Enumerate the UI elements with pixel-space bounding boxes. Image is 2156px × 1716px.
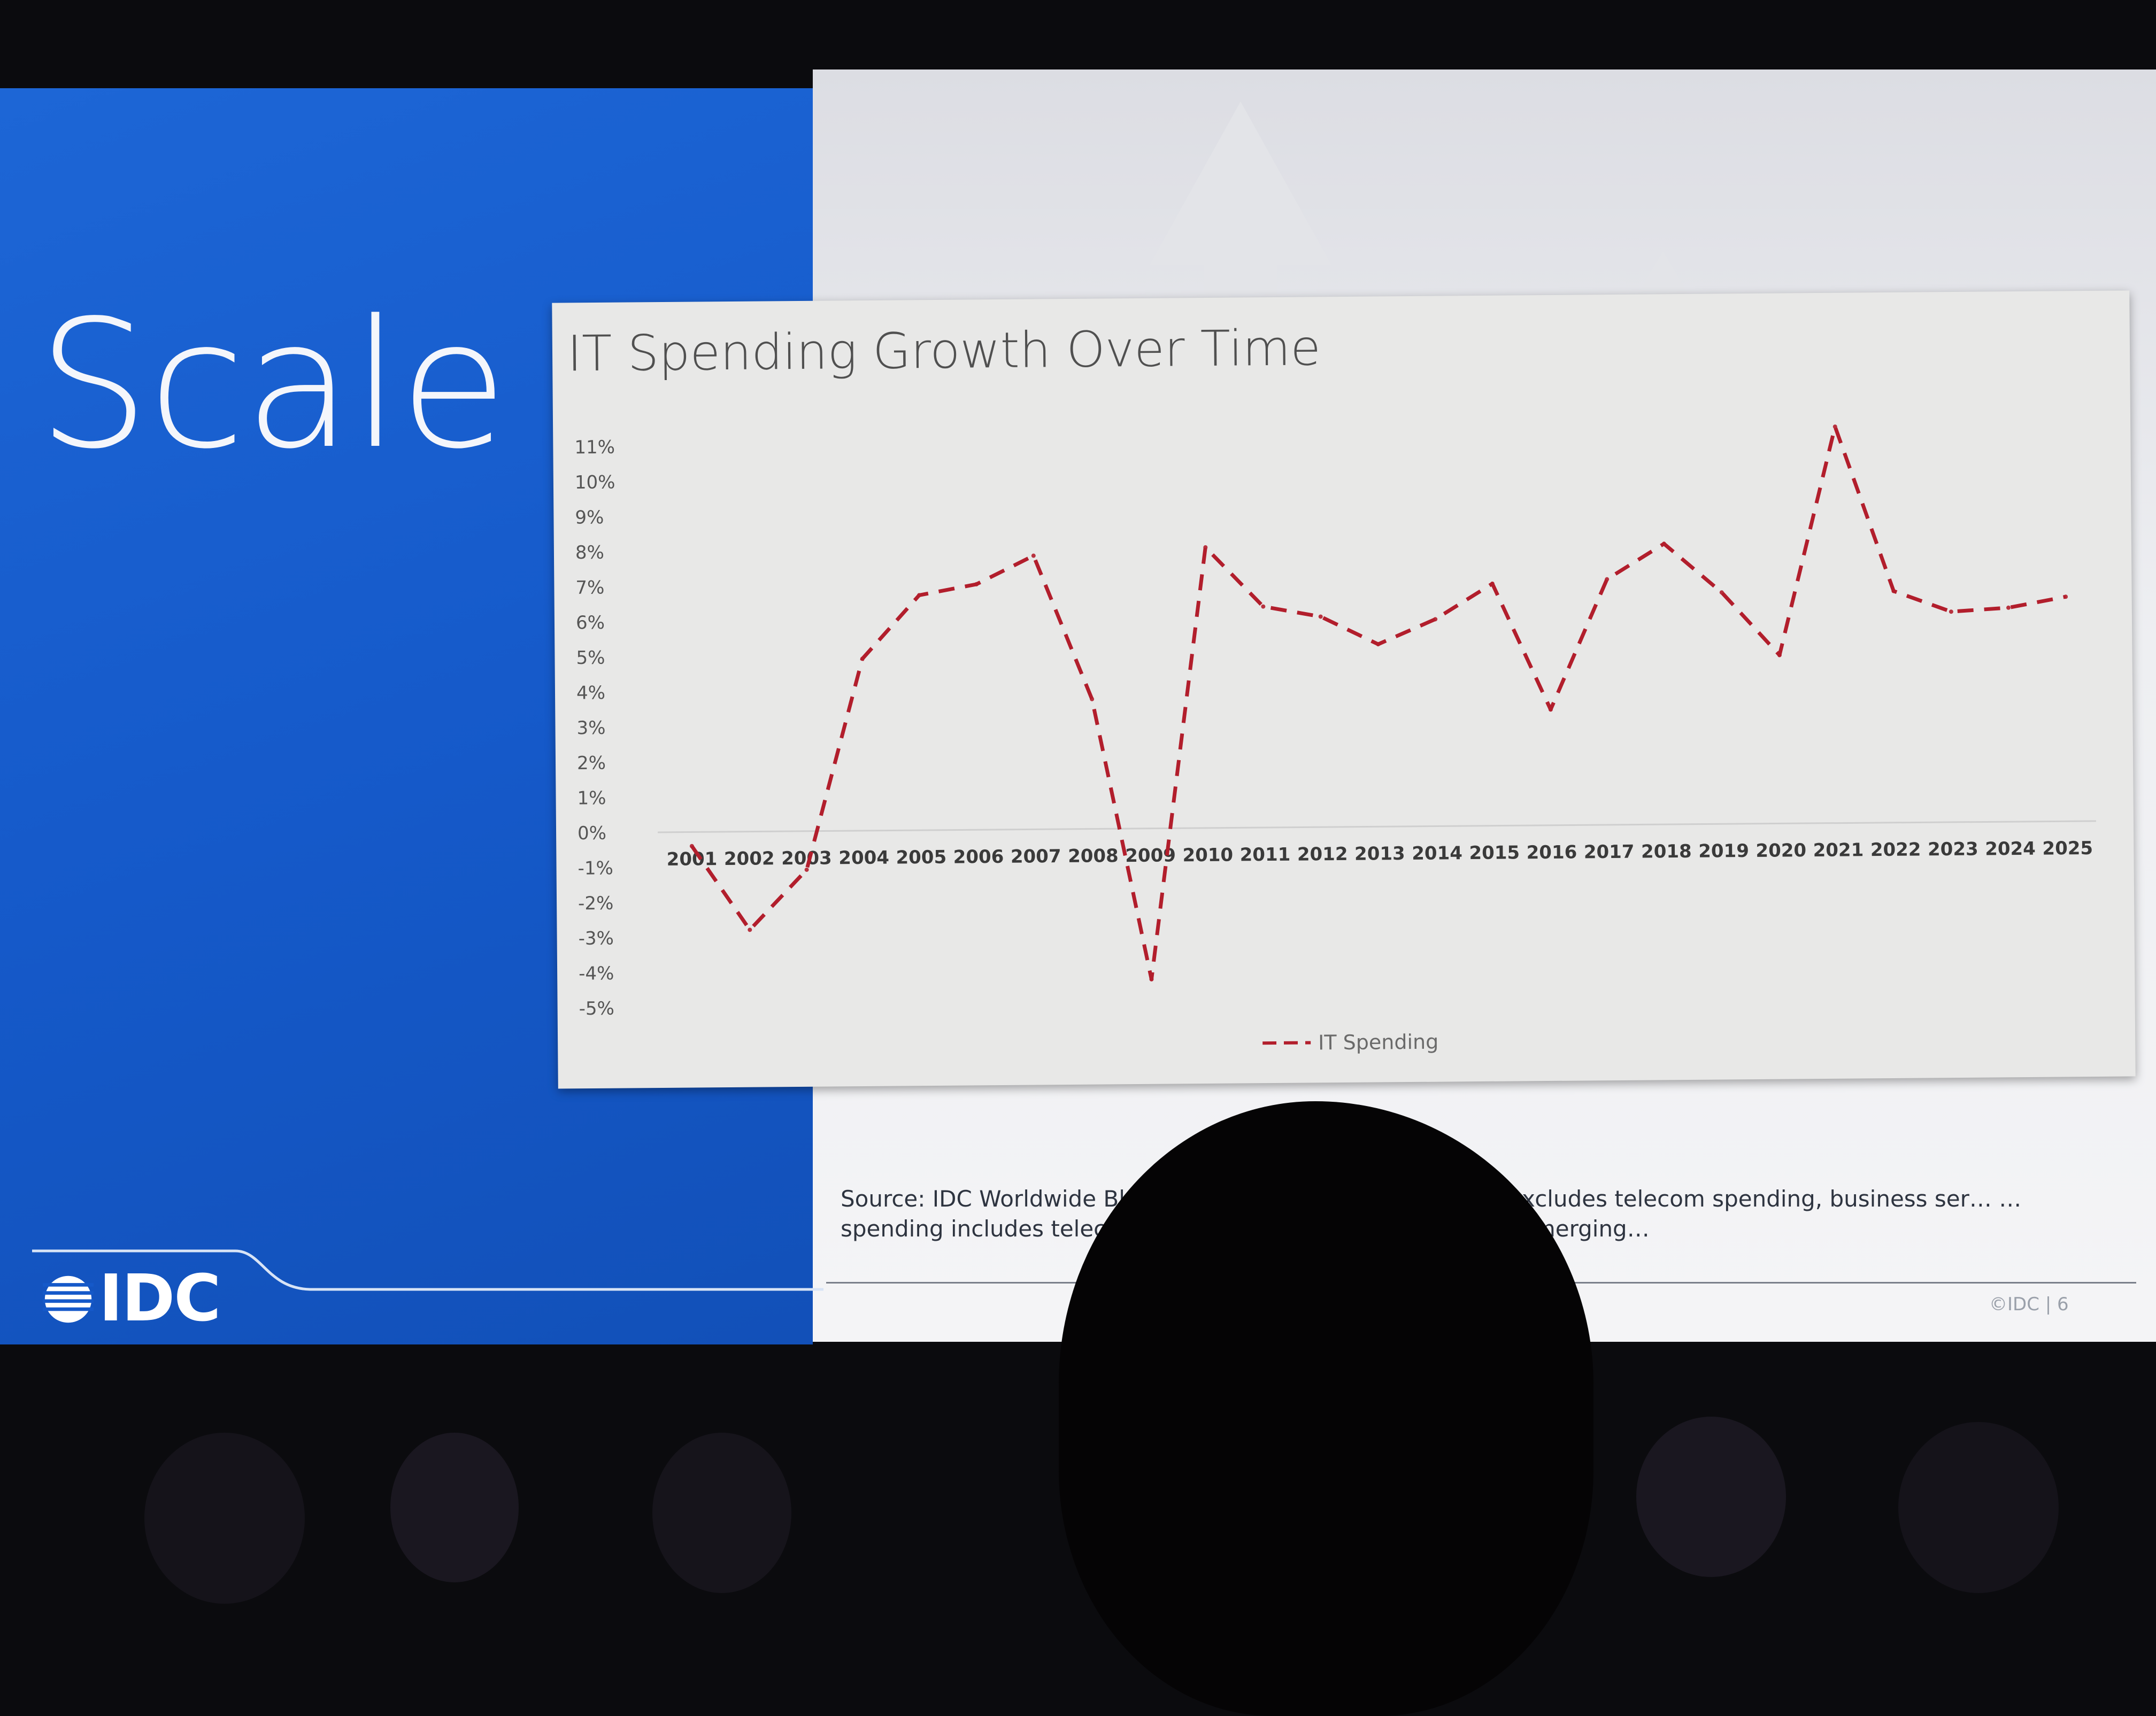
series-line-it-spending [690,424,2066,981]
x-tick-label: 2020 [1755,840,1806,862]
x-tick-label: 2004 [838,847,889,869]
idc-globe-icon [43,1276,94,1323]
x-tick-label: 2007 [1011,846,1061,868]
x-tick-label: 2011 [1240,844,1291,866]
line-chart: 11% 10% 9% 8% 7% 6% 5% 4% 3% 2% 1% 0% -1% -2% -3% -4% -5… [574,424,2096,1020]
x-tick-label: 2001 [667,848,718,870]
y-tick-label: -3% [578,927,614,949]
data-point [1031,553,1036,558]
idc-logo: IDC [43,1262,221,1336]
x-tick-label: 2018 [1641,841,1692,863]
y-tick-label: 8% [575,542,604,563]
x-tick-label: 2025 [2042,838,2093,860]
data-point [1891,589,1896,593]
x-axis-line [658,820,2096,833]
y-tick-label: -2% [578,893,614,915]
x-tick-label: 2006 [953,846,1004,868]
x-tick-label: 2002 [724,848,775,870]
x-tick-label: 2017 [1584,841,1635,863]
data-point [1661,542,1666,546]
y-tick-label: 4% [576,682,605,704]
x-tick-label: 2005 [896,847,946,869]
chart-panel: IT Spending Growth Over Time 11% 10% 9% 8% 7… [552,290,2136,1089]
y-tick-label: 6% [576,612,605,633]
x-tick-label: 2022 [1870,839,1921,861]
x-tick-label: 2019 [1698,840,1749,862]
y-tick-label: -5% [579,998,614,1020]
y-tick-label: -4% [579,963,614,985]
data-point [1605,577,1610,582]
data-point [1318,614,1323,619]
audience-silhouettes [144,1417,2059,1604]
y-tick-label: 1% [577,787,606,809]
y-tick-label: 11% [574,437,615,459]
y-tick-label: 0% [578,823,606,844]
logo-swoosh [32,1249,823,1291]
y-tick-label: -1% [578,857,613,879]
chart-legend: IT Spending [1262,1029,1438,1057]
data-point [1376,642,1381,647]
data-point [689,844,694,848]
data-point [974,582,979,586]
data-point [1203,545,1208,550]
data-point [2006,605,2011,610]
x-tick-label: 2014 [1412,842,1462,864]
y-tick-label: 9% [575,507,604,528]
x-tick-label: 2021 [1813,839,1864,861]
data-point [804,867,809,872]
slide-title: Scale [37,282,508,488]
x-tick-label: 2012 [1297,844,1348,865]
data-point [1433,617,1438,622]
x-tick-label: 2015 [1469,842,1520,864]
x-tick-label: 2016 [1527,841,1577,863]
x-tick-label: 2013 [1354,843,1405,865]
y-tick-label: 7% [575,577,604,598]
y-tick-label: 2% [577,752,606,774]
data-point [1719,590,1724,595]
x-tick-label: 2010 [1182,845,1233,867]
y-tick-label: 3% [576,717,605,739]
data-point [1490,581,1495,586]
data-point [1261,604,1266,609]
y-tick-label: 10% [575,471,615,493]
x-tick-label: 2008 [1068,845,1119,867]
data-point [1949,609,1953,614]
data-point [860,656,865,661]
data-point [917,593,921,598]
data-point [1149,977,1154,981]
data-point [1777,653,1782,658]
legend-swatch [1262,1041,1311,1045]
legend-label: IT Spending [1318,1030,1439,1055]
data-point [1548,707,1553,712]
x-tick-label: 2024 [1985,838,2036,860]
data-point [1090,697,1095,701]
x-tick-label: 2023 [1928,839,1978,861]
audience-head-silhouette [1059,1101,1593,1716]
idc-logo-text: IDC [99,1262,221,1336]
data-point [1832,424,1837,429]
y-tick-label: 5% [576,647,605,669]
data-point [748,927,752,932]
copyright-footer: ©IDC | 6 [1989,1294,2069,1315]
data-point [2063,594,2068,599]
